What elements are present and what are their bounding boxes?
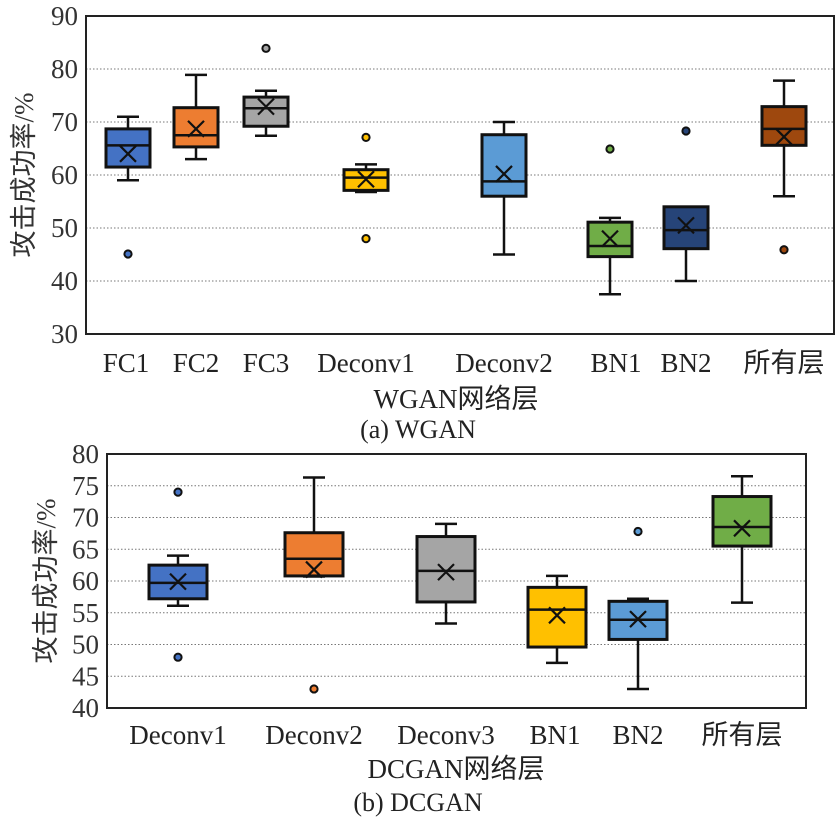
outlier-point <box>261 43 271 53</box>
y-tick-label: 50 <box>72 630 99 660</box>
outlier-point <box>173 652 183 662</box>
x-tick-label: 所有层 <box>744 348 825 378</box>
mean-marker <box>257 97 275 116</box>
chart-wgan: 30 40 50 60 70 80 90 FC1 FC2 FC3 Deconv1 Deconv2 BN… <box>9 1 835 444</box>
box-plots <box>104 43 808 296</box>
y-tick-label: 30 <box>51 319 78 349</box>
x-tick-label: Deconv2 <box>265 720 362 750</box>
iqr-box <box>480 133 528 198</box>
box-deconv3 <box>415 522 477 625</box>
iqr-box <box>172 106 220 149</box>
outlier-point <box>605 144 615 154</box>
plot-frame <box>106 453 807 709</box>
y-tick-label: 60 <box>51 160 78 190</box>
iqr-box <box>104 127 152 169</box>
x-tick-label: Deconv1 <box>317 348 414 378</box>
outlier-point <box>123 249 133 259</box>
mean-marker <box>187 120 205 138</box>
mean-marker <box>169 572 187 591</box>
iqr-box <box>242 95 290 128</box>
mean-marker <box>305 560 323 579</box>
y-tick-label: 70 <box>51 107 78 137</box>
box-fc2 <box>172 73 220 161</box>
x-tick-labels: Deconv1 Deconv2 Deconv3 BN1 BN2 所有层 <box>129 720 782 750</box>
x-tick-label: BN1 <box>529 720 580 750</box>
x-tick-labels: FC1 FC2 FC3 Deconv1 Deconv2 BN1 BN2 所有层 <box>103 348 825 378</box>
x-tick-label: Deconv2 <box>455 348 552 378</box>
box-deconv1 <box>147 487 209 662</box>
y-tick-label: 60 <box>72 566 99 596</box>
grid-lines <box>107 485 806 677</box>
iqr-box <box>711 495 773 548</box>
box-bn2 <box>607 526 669 691</box>
x-tick-label: FC1 <box>103 348 150 378</box>
box-plots <box>147 474 773 694</box>
x-axis-label: DCGAN网络层 <box>367 754 544 784</box>
y-tick-label: 90 <box>51 1 78 31</box>
y-tick-label: 70 <box>72 503 99 533</box>
iqr-box <box>526 585 588 649</box>
box-deconv2 <box>480 120 528 256</box>
x-axis-label: WGAN网络层 <box>374 384 539 414</box>
iqr-box <box>415 535 477 604</box>
y-tick-label: 75 <box>72 471 99 501</box>
y-tick-label: 45 <box>72 661 99 691</box>
mean-marker <box>629 610 647 628</box>
y-axis-label: 攻击成功率/% <box>9 93 39 258</box>
mean-marker <box>357 170 375 189</box>
y-tick-label: 65 <box>72 534 99 564</box>
outlier-point <box>361 132 371 142</box>
y-axis-label: 攻击成功率/% <box>31 499 61 664</box>
mean-marker <box>548 606 566 625</box>
x-tick-label: Deconv1 <box>129 720 226 750</box>
outlier-point <box>173 487 183 497</box>
box-fc3 <box>242 43 290 138</box>
outlier-point <box>309 684 319 694</box>
y-tick-label: 80 <box>51 54 78 84</box>
chart-caption: (a) WGAN <box>360 415 476 444</box>
iqr-box <box>760 105 808 147</box>
y-tick-labels: 30 40 50 60 70 80 90 <box>51 1 78 349</box>
box-所有层 <box>711 474 773 604</box>
box-fc1 <box>104 115 152 259</box>
x-tick-label: Deconv3 <box>397 720 494 750</box>
x-tick-label: FC2 <box>173 348 220 378</box>
mean-marker <box>437 563 455 581</box>
y-tick-label: 80 <box>72 439 99 469</box>
outlier-point <box>361 234 371 244</box>
box-deconv1 <box>342 132 390 244</box>
mean-marker <box>677 216 695 235</box>
mean-marker <box>775 128 793 146</box>
plot-frame <box>85 15 835 335</box>
box-bn1 <box>526 574 588 665</box>
y-tick-label: 55 <box>72 598 99 628</box>
x-tick-label: FC3 <box>243 348 290 378</box>
x-tick-label: BN2 <box>660 348 711 378</box>
grid-lines <box>86 68 834 282</box>
mean-marker <box>495 165 513 183</box>
y-tick-label: 40 <box>72 693 99 723</box>
box-bn1 <box>586 144 634 296</box>
mean-marker <box>119 145 137 163</box>
box-bn2 <box>662 126 710 283</box>
x-tick-label: 所有层 <box>702 720 783 750</box>
y-tick-label: 50 <box>51 213 78 243</box>
iqr-box <box>662 205 710 251</box>
x-tick-label: BN2 <box>612 720 663 750</box>
box-所有层 <box>760 79 808 255</box>
box-deconv2 <box>283 476 345 694</box>
x-tick-label: BN1 <box>590 348 641 378</box>
mean-marker <box>733 519 751 538</box>
outlier-point <box>779 245 789 255</box>
mean-marker <box>601 229 619 248</box>
y-tick-label: 40 <box>51 266 78 296</box>
outlier-point <box>633 526 643 537</box>
chart-caption: (b) DCGAN <box>353 788 482 817</box>
outlier-point <box>681 126 691 136</box>
